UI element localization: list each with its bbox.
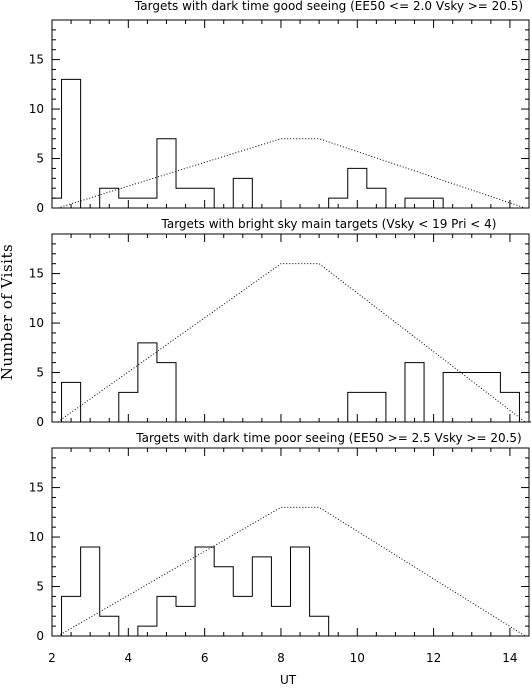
histogram-bin <box>252 557 271 636</box>
reference-curve <box>57 263 526 423</box>
y-tick-label: 5 <box>36 152 44 166</box>
x-tick-label: 10 <box>350 651 365 665</box>
panel-title: Targets with dark time poor seeing (EE50… <box>135 431 521 445</box>
histogram-outline <box>61 546 348 637</box>
histogram-bin <box>62 382 81 422</box>
histogram-bin <box>462 373 481 422</box>
histogram-bin <box>62 79 81 208</box>
histogram-bin <box>233 596 252 636</box>
histogram-bin <box>367 392 386 422</box>
x-tick-label: 4 <box>124 651 132 665</box>
plot-frame <box>51 447 530 637</box>
histogram-bin <box>405 363 424 422</box>
x-tick-labels: 2 4 6 8 10 12 14 <box>48 651 517 665</box>
histogram-bin <box>157 139 176 208</box>
x-tick-label: 2 <box>48 651 56 665</box>
histogram-bin <box>52 198 71 208</box>
y-tick-label: 5 <box>36 366 44 380</box>
reference-curve <box>57 138 526 209</box>
y-tick-label: 10 <box>29 316 44 330</box>
panel-title: Targets with dark time good seeing (EE50… <box>134 0 523 13</box>
y-tick-label: 5 <box>36 580 44 594</box>
histogram-panel-3: Targets with dark time poor seeing (EE50… <box>29 431 530 643</box>
y-tick-label: 10 <box>29 102 44 116</box>
plot-frame <box>51 19 530 209</box>
y-tick-label: 15 <box>29 267 44 281</box>
x-tick-label: 8 <box>277 651 285 665</box>
histogram-bin <box>443 373 462 422</box>
histogram-panel-1: Targets with dark time good seeing (EE50… <box>29 0 530 215</box>
y-tick-label: 0 <box>36 629 44 643</box>
y-tick-label: 15 <box>29 53 44 67</box>
histogram-bin <box>62 596 81 636</box>
histogram-bin <box>176 606 195 636</box>
histogram-outline <box>51 78 463 209</box>
x-tick-label: 14 <box>502 651 517 665</box>
y-tick-label: 10 <box>29 530 44 544</box>
x-tick-label: 12 <box>426 651 441 665</box>
histogram-bin <box>138 343 157 422</box>
plot-frame <box>51 233 530 423</box>
histogram-bin <box>157 596 176 636</box>
y-tick-label: 0 <box>36 415 44 429</box>
reference-curve <box>57 506 526 637</box>
x-axis-label: UT <box>280 673 297 687</box>
x-tick-label: 6 <box>201 651 209 665</box>
histogram-outline <box>61 342 531 423</box>
histogram-bin <box>214 567 233 636</box>
histogram-bin <box>157 363 176 422</box>
y-axis-label: Number of Visits <box>0 244 16 380</box>
y-tick-label: 15 <box>29 481 44 495</box>
histogram-bin <box>195 547 214 636</box>
histogram-bin <box>233 178 252 208</box>
histogram-bin <box>81 547 100 636</box>
histogram-bin <box>291 547 310 636</box>
panel-title: Targets with bright sky main targets (Vs… <box>161 217 497 231</box>
histogram-bin <box>481 373 500 422</box>
histogram-panel-2: Targets with bright sky main targets (Vs… <box>29 217 531 429</box>
y-tick-label: 0 <box>36 201 44 215</box>
